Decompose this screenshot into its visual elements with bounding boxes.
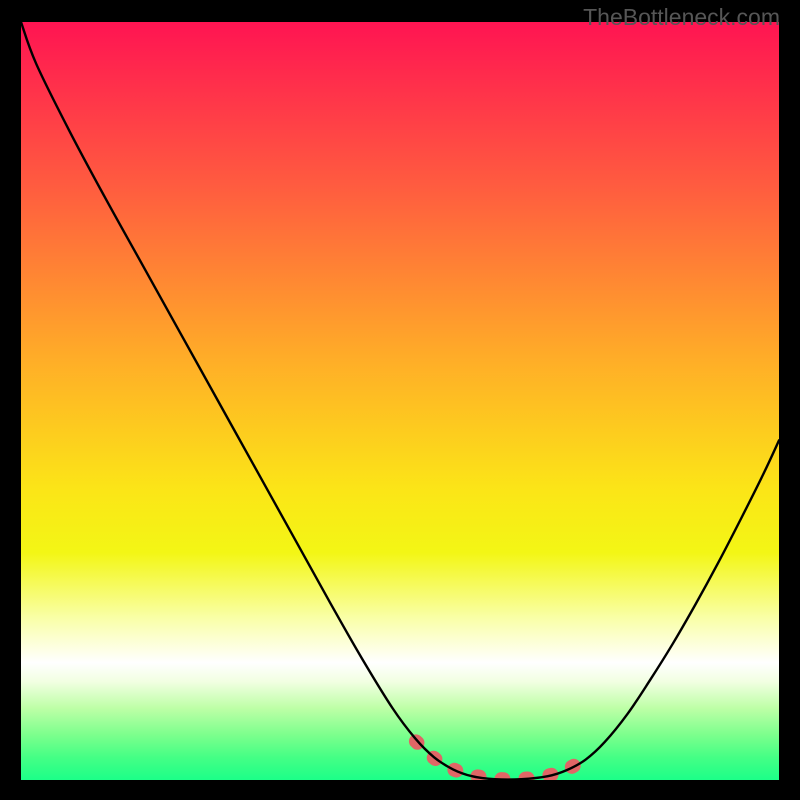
plot-svg [21,22,779,780]
watermark-text: TheBottleneck.com [583,4,780,31]
chart-container: TheBottleneck.com [0,0,800,800]
plot-area [21,22,779,780]
gradient-background [21,22,779,780]
